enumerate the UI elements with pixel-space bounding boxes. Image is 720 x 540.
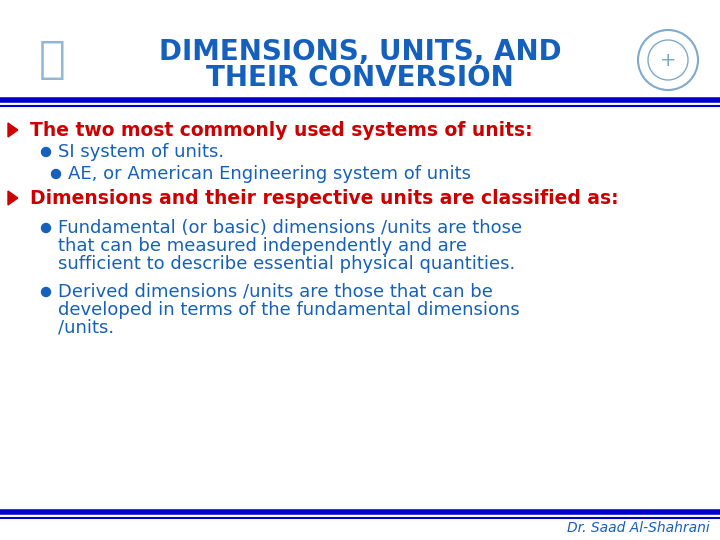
Text: Derived dimensions /units are those that can be: Derived dimensions /units are those that… bbox=[58, 283, 493, 301]
FancyBboxPatch shape bbox=[0, 0, 720, 100]
Text: ⛵: ⛵ bbox=[39, 38, 66, 82]
Circle shape bbox=[42, 147, 50, 157]
Text: /units.: /units. bbox=[58, 319, 114, 337]
Circle shape bbox=[42, 224, 50, 233]
Text: Dr. Saad Al-Shahrani: Dr. Saad Al-Shahrani bbox=[567, 521, 710, 535]
Circle shape bbox=[52, 170, 60, 179]
Polygon shape bbox=[8, 191, 18, 205]
Text: Fundamental (or basic) dimensions /units are those: Fundamental (or basic) dimensions /units… bbox=[58, 219, 522, 237]
Text: Dimensions and their respective units are classified as:: Dimensions and their respective units ar… bbox=[30, 188, 618, 207]
Polygon shape bbox=[8, 123, 18, 137]
Text: The two most commonly used systems of units:: The two most commonly used systems of un… bbox=[30, 120, 533, 139]
Text: THEIR CONVERSION: THEIR CONVERSION bbox=[206, 64, 514, 92]
Text: developed in terms of the fundamental dimensions: developed in terms of the fundamental di… bbox=[58, 301, 520, 319]
Text: DIMENSIONS, UNITS, AND: DIMENSIONS, UNITS, AND bbox=[158, 38, 562, 66]
Text: that can be measured independently and are: that can be measured independently and a… bbox=[58, 237, 467, 255]
Text: SI system of units.: SI system of units. bbox=[58, 143, 224, 161]
Text: sufficient to describe essential physical quantities.: sufficient to describe essential physica… bbox=[58, 255, 516, 273]
Text: AE, or American Engineering system of units: AE, or American Engineering system of un… bbox=[68, 165, 471, 183]
Circle shape bbox=[42, 287, 50, 296]
Text: +: + bbox=[660, 51, 676, 70]
